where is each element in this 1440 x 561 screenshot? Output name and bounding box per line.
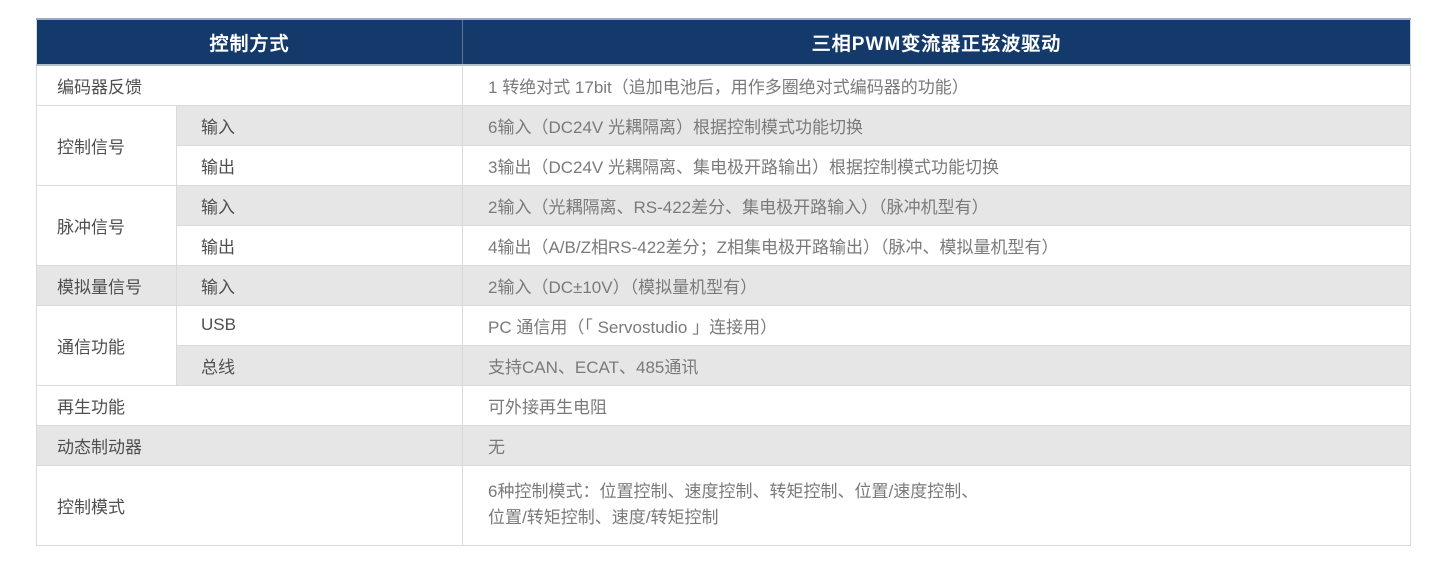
header-cell-drive-type: 三相PWM变流器正弦波驱动 xyxy=(462,18,1411,66)
row-value: 6输入（DC24V 光耦隔离）根据控制模式功能切换 xyxy=(462,104,1412,146)
row-value-line1: 6种控制模式：位置控制、速度控制、转矩控制、位置/速度控制、 xyxy=(488,482,979,501)
row-value: 4输出（A/B/Z相RS-422差分；Z相集电极开路输出）（脉冲、模拟量机型有） xyxy=(462,224,1412,266)
table-row: 输出 3输出（DC24V 光耦隔离、集电极开路输出）根据控制模式功能切换 xyxy=(37,144,1412,186)
row-sublabel-usb: USB xyxy=(175,304,464,346)
table-row: 控制模式 6种控制模式：位置控制、速度控制、转矩控制、位置/速度控制、 位置/转… xyxy=(35,464,1412,546)
row-sublabel-input: 输入 xyxy=(175,104,464,146)
row-sublabel-input: 输入 xyxy=(175,264,464,306)
row-value: 支持CAN、ECAT、485通讯 xyxy=(462,344,1412,386)
row-value: PC 通信用（「 Servostudio 」连接用） xyxy=(462,304,1412,346)
row-label-control-mode: 控制模式 xyxy=(35,464,464,546)
table-row: 模拟量信号 输入 2输入（DC±10V）（模拟量机型有） xyxy=(36,264,1412,306)
row-sublabel-output: 输出 xyxy=(175,224,464,266)
row-label-control-signal: 控制信号 xyxy=(36,104,177,186)
row-sublabel-bus: 总线 xyxy=(175,344,464,386)
row-value: 2输入（DC±10V）（模拟量机型有） xyxy=(462,264,1412,306)
servo-spec-table: 控制方式 三相PWM变流器正弦波驱动 编码器反馈 1 转绝对式 17bit（追加… xyxy=(35,18,1412,546)
header-row: 控制方式 三相PWM变流器正弦波驱动 xyxy=(36,18,1411,66)
table-row: 控制信号 输入 6输入（DC24V 光耦隔离）根据控制模式功能切换 xyxy=(36,104,1412,186)
table-row: 输出 4输出（A/B/Z相RS-422差分；Z相集电极开路输出）（脉冲、模拟量机… xyxy=(37,224,1412,266)
header-cell-control-method: 控制方式 xyxy=(36,18,463,66)
table-row: 脉冲信号 输入 2输入（光耦隔离、RS-422差分、集电极开路输入）（脉冲机型有… xyxy=(36,184,1412,266)
row-value: 2输入（光耦隔离、RS-422差分、集电极开路输入）（脉冲机型有） xyxy=(462,184,1412,226)
table-row: 再生功能 可外接再生电阻 xyxy=(35,384,1412,426)
table-row: 通信功能 USB PC 通信用（「 Servostudio 」连接用） xyxy=(36,304,1412,386)
row-sublabel-output: 输出 xyxy=(175,144,464,186)
row-value: 1 转绝对式 17bit（追加电池后，用作多圈绝对式编码器的功能） xyxy=(462,64,1412,106)
row-label-analog-signal: 模拟量信号 xyxy=(36,264,177,306)
row-sublabel-input: 输入 xyxy=(175,184,464,226)
table-row: 动态制动器 无 xyxy=(35,424,1412,466)
row-value-line2: 位置/转矩控制、速度/转矩控制 xyxy=(488,508,719,527)
table-header: 控制方式 三相PWM变流器正弦波驱动 xyxy=(36,18,1411,66)
row-value: 3输出（DC24V 光耦隔离、集电极开路输出）根据控制模式功能切换 xyxy=(462,144,1412,186)
table-row: 编码器反馈 1 转绝对式 17bit（追加电池后，用作多圈绝对式编码器的功能） xyxy=(35,64,1412,106)
table-row: 总线 支持CAN、ECAT、485通讯 xyxy=(37,344,1412,386)
row-label-encoder-feedback: 编码器反馈 xyxy=(35,64,464,106)
row-label-pulse-signal: 脉冲信号 xyxy=(36,184,177,266)
row-value: 无 xyxy=(462,424,1412,466)
row-label-communication: 通信功能 xyxy=(36,304,177,386)
row-value: 6种控制模式：位置控制、速度控制、转矩控制、位置/速度控制、 位置/转矩控制、速… xyxy=(462,464,1412,546)
row-value: 可外接再生电阻 xyxy=(462,384,1412,426)
row-label-regeneration: 再生功能 xyxy=(35,384,464,426)
row-label-dynamic-brake: 动态制动器 xyxy=(35,424,464,466)
